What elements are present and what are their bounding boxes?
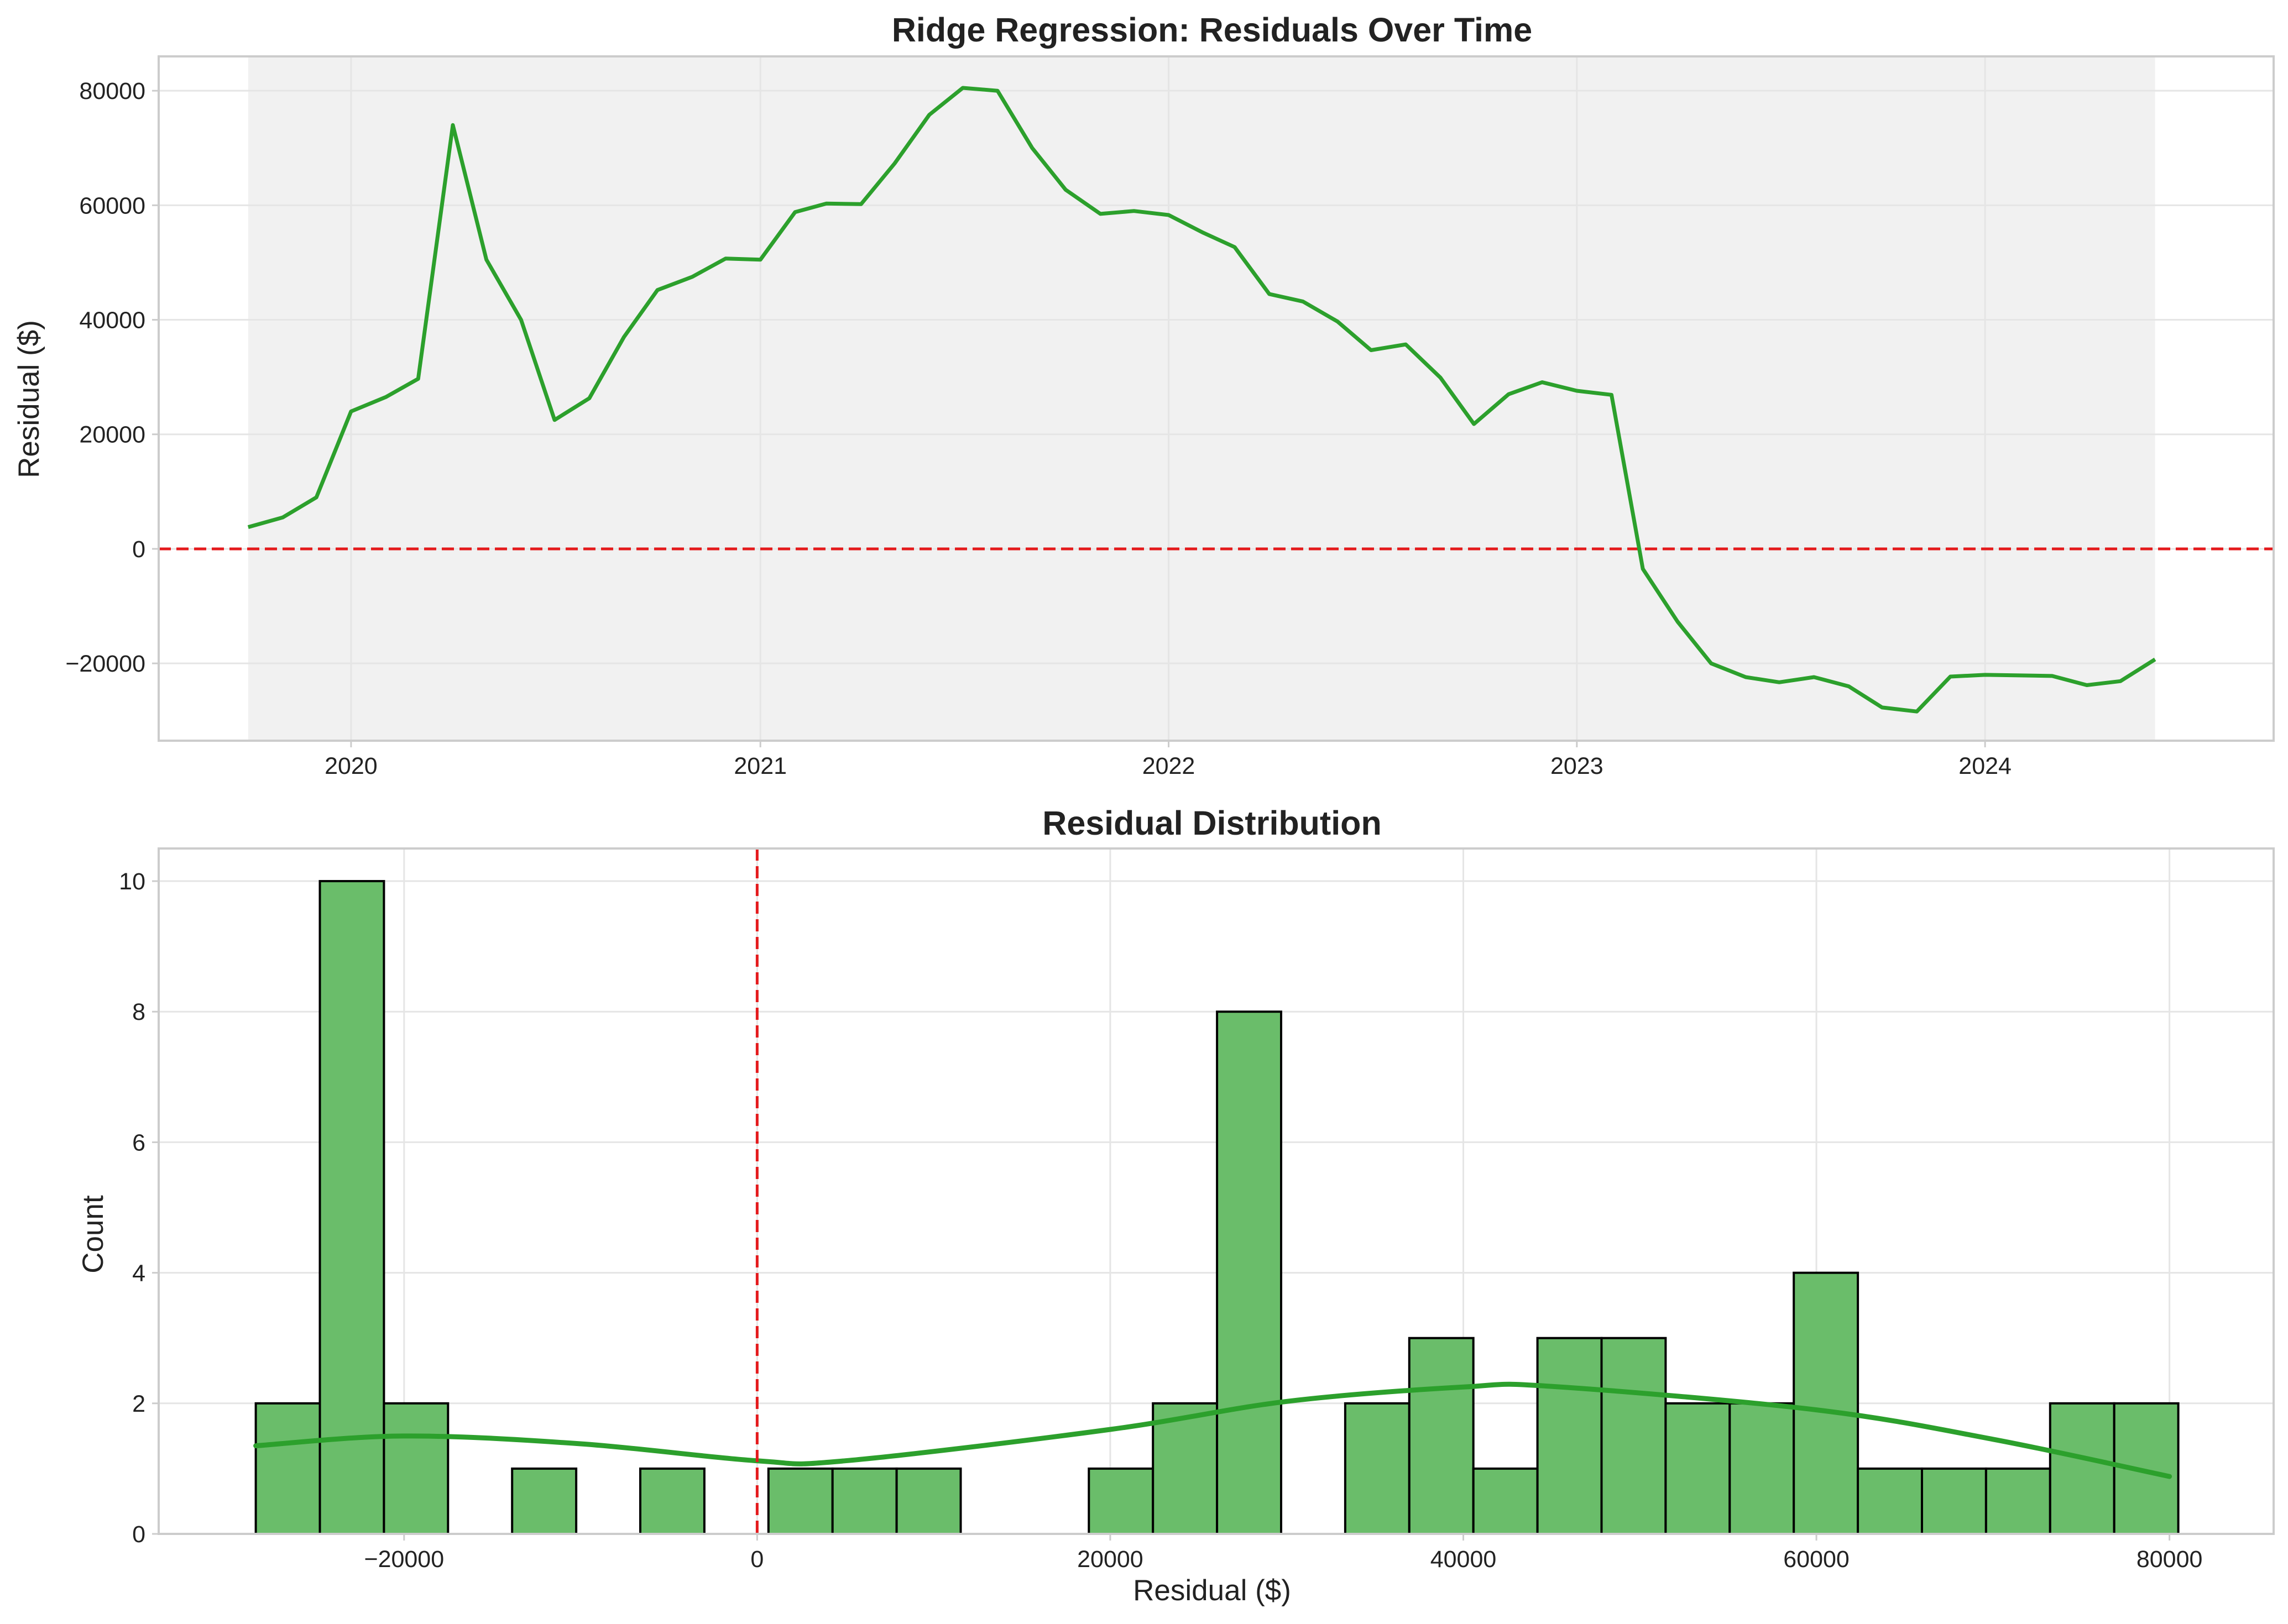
y-axis-label: Count [77,1195,109,1274]
x-tick-label: 20000 [1077,1546,1143,1573]
histogram-bar [1344,1402,1411,1536]
histogram-bar [1536,1337,1603,1536]
x-tick-label: 2021 [734,753,787,779]
y-tick-label: 0 [132,536,145,563]
histogram-bars [254,880,2180,1536]
x-tick-label: 2020 [325,753,378,779]
histogram-bar [1728,1402,1795,1536]
histogram-bar [1920,1467,1987,1536]
tick-labels: 2020 2021 2022 2023 2024 −20000 0 20000 40000 600… [65,78,2012,779]
y-tick-label: 80000 [79,78,145,104]
histogram-bar [1984,1467,2051,1536]
histogram-bar [767,1467,834,1536]
histogram-bar [1088,1467,1155,1536]
histogram-bar [639,1467,706,1536]
histogram-bar [318,880,385,1535]
y-tick-label: 60000 [79,192,145,219]
y-tick-label: 4 [132,1260,145,1287]
plot-area [159,56,2274,741]
x-tick-label: 2022 [1142,753,1195,779]
y-tick-label: 0 [132,1521,145,1548]
y-tick-label: 20000 [79,422,145,448]
histogram-bar [254,1402,321,1536]
histogram-bar [1216,1010,1282,1535]
axes-frame [158,55,2275,742]
histogram-bar [383,1402,450,1536]
y-tick-label: 10 [119,868,145,895]
y-tick-label: 8 [132,999,145,1025]
y-tick-label: −20000 [65,651,145,677]
chart-title: Residual Distribution [1042,804,1381,842]
histogram-bar [2049,1402,2115,1536]
residual-line [247,86,2156,714]
residual-distribution-chart: −20000 0 20000 40000 60000 80000 0 2 4 6 8 10 Resid… [77,804,2275,1607]
histogram-bar [1472,1467,1539,1536]
histogram-bar [1408,1337,1475,1536]
x-tick-label: 40000 [1430,1546,1497,1573]
x-tick-label: 60000 [1783,1546,1850,1573]
histogram-bar [1600,1337,1667,1536]
y-tick-label: 6 [132,1129,145,1156]
y-tick-label: 2 [132,1391,145,1417]
x-tick-label: 0 [750,1546,764,1573]
histogram-bar [1793,1271,1859,1536]
x-tick-label: 80000 [2136,1546,2203,1573]
histogram-bar [895,1467,962,1536]
residuals-over-time-chart: 2020 2021 2022 2023 2024 −20000 0 20000 40000 600… [13,11,2275,779]
shaded-span [248,56,2155,741]
tick-labels: −20000 0 20000 40000 60000 80000 0 2 4 6 8 10 [119,868,2202,1573]
y-tick-label: 40000 [79,307,145,334]
histogram-bar [511,1467,578,1536]
axes-frame [158,847,2275,1535]
x-tick-label: 2023 [1550,753,1603,779]
histogram-bar [1857,1467,1923,1536]
x-axis-label: Residual ($) [1133,1574,1291,1607]
histogram-bar [1664,1402,1731,1536]
y-axis-label: Residual ($) [13,320,45,478]
x-tick-label: −20000 [364,1546,444,1573]
x-tick-label: 2024 [1958,753,2012,779]
histogram-bar [831,1467,898,1536]
kde-curve [253,1381,2172,1479]
histogram-bar [1152,1402,1219,1536]
chart-title: Ridge Regression: Residuals Over Time [892,11,1532,49]
